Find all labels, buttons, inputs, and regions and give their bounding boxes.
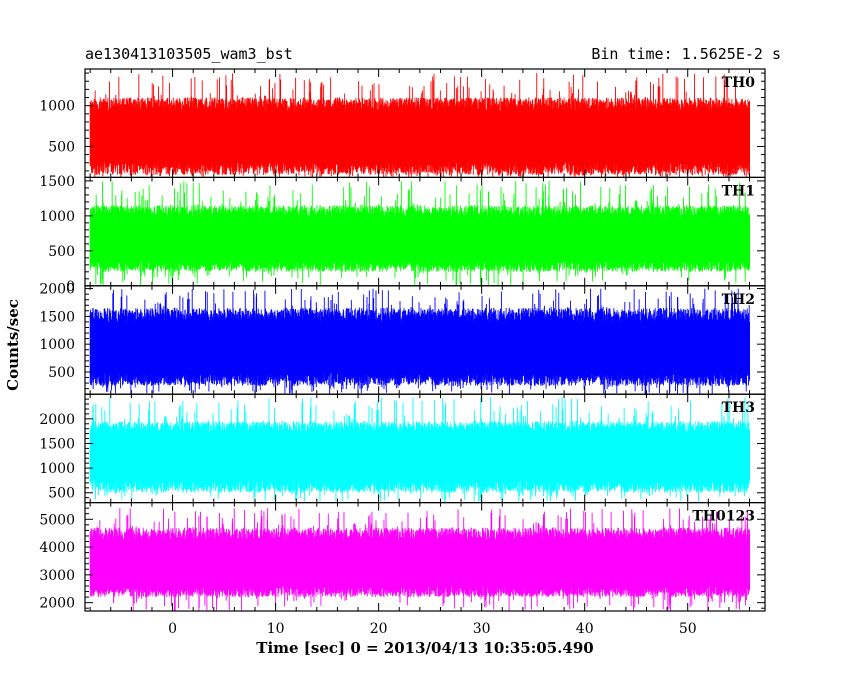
x-tick-label: 10 xyxy=(267,621,285,637)
panel-th3: 500 1000 1500 2000 TH3 xyxy=(39,393,766,504)
y-tick-label: 0 xyxy=(66,279,75,295)
y-tick-label: 500 xyxy=(48,486,75,502)
panel-label-th1: TH1 xyxy=(722,183,755,199)
y-tick-label: 2000 xyxy=(39,412,75,428)
light-curve-th0123 xyxy=(89,508,750,611)
y-tick-label: 500 xyxy=(48,244,75,260)
y-tick-label: 1000 xyxy=(39,337,75,353)
light-curve-th3 xyxy=(89,397,750,503)
y-tick-label: 2000 xyxy=(39,596,75,612)
y-tick-label: 5000 xyxy=(39,512,75,528)
panel-th1: 0 500 1000 1500 TH1 xyxy=(39,174,766,295)
light-curve-th1 xyxy=(89,180,750,286)
chart-title: ae130413103505_wam3_bst xyxy=(85,45,293,63)
y-tick-label: 3000 xyxy=(39,568,75,584)
panel-label-th3: TH3 xyxy=(722,400,755,416)
y-tick-label: 500 xyxy=(48,139,75,155)
y-tick-label: 4000 xyxy=(39,540,75,556)
x-tick-label: 0 xyxy=(168,621,177,637)
y-tick-label: 1500 xyxy=(39,309,75,325)
y-tick-label: 500 xyxy=(48,365,75,381)
y-tick-label: 1500 xyxy=(39,174,75,190)
panel-label-th0: TH0 xyxy=(722,75,756,91)
y-tick-label: 1000 xyxy=(39,209,75,225)
x-tick-label: 20 xyxy=(370,621,388,637)
x-axis: 0 10 20 30 40 50 xyxy=(168,621,697,637)
light-curve-th2 xyxy=(89,288,750,395)
panels-group: 500 1000 TH0 0 500 1000 1500 TH1 500 1000 1500 2000… xyxy=(39,68,766,612)
panel-label-th0123: TH0123 xyxy=(692,509,755,525)
bin-time-label: Bin time: 1.5625E-2 s xyxy=(591,45,781,63)
y-tick-label: 1000 xyxy=(39,461,75,477)
y-tick-label: 1000 xyxy=(39,99,75,115)
panel-label-th2: TH2 xyxy=(722,292,755,308)
x-axis-label: Time [sec] 0 = 2013/04/13 10:35:05.490 xyxy=(256,639,593,657)
panel-th2: 500 1000 1500 2000 TH2 xyxy=(39,282,766,395)
y-tick-label: 1500 xyxy=(39,436,75,452)
x-tick-label: 50 xyxy=(679,621,697,637)
panel-frame xyxy=(84,502,766,612)
y-tick-label: 2000 xyxy=(39,282,75,298)
y-axis-label: Counts/sec xyxy=(4,299,22,391)
x-tick-label: 40 xyxy=(576,621,594,637)
panel-th0123: 2000 3000 4000 5000 TH0123 xyxy=(39,502,766,612)
light-curve-th0 xyxy=(89,73,750,178)
x-tick-label: 30 xyxy=(473,621,491,637)
panel-th0: 500 1000 TH0 xyxy=(39,68,766,179)
